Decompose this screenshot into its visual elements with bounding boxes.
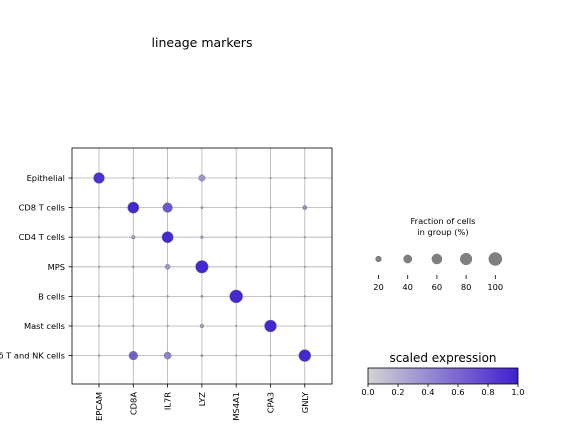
dot-cd8a-row0 <box>132 176 135 180</box>
size-legend-label: 20 <box>373 282 384 292</box>
dot-ms4a1-row5 <box>235 324 238 328</box>
dot-gnly-row4 <box>303 295 306 298</box>
chart-title: lineage markers <box>152 35 253 50</box>
x-tick-label: IL7R <box>163 392 173 410</box>
dot-cd8a-row4 <box>132 295 135 298</box>
dot-cpa3-row1 <box>269 206 272 209</box>
dot-il7r-row0 <box>166 176 169 180</box>
colorbar-tick-label: 0.2 <box>391 387 404 397</box>
x-tick-label: GNLY <box>300 391 310 413</box>
dot-il7r-row5 <box>166 324 169 328</box>
dot-cpa3-row6 <box>269 354 272 357</box>
dot-il7r-row6 <box>163 351 172 360</box>
dot-ms4a1-row6 <box>235 354 238 357</box>
dot-epcam-row1 <box>97 206 101 209</box>
colorbar-tick-label: 1.0 <box>511 387 524 397</box>
size-legend-dot <box>460 252 473 266</box>
dot-epcam-row0 <box>93 172 105 184</box>
dot-cd8a-row6 <box>128 350 138 361</box>
dot-cd8a-row5 <box>132 324 135 328</box>
colorbar-tick-label: 0.4 <box>421 387 434 397</box>
y-tick-label: CD4 T cells <box>19 232 65 242</box>
colorbar-tick-label: 0.8 <box>481 387 494 397</box>
dot-il7r-row1 <box>162 202 173 213</box>
y-tick-label: CD8 T cells <box>19 203 65 213</box>
dotplot-area: Epithelial CD8 T cells CD4 T cells MPS B cel… <box>0 147 333 421</box>
colorbar-gradient <box>367 367 519 385</box>
dot-il7r-row3 <box>164 264 171 270</box>
size-legend-title: in group (%) <box>417 227 468 237</box>
dot-cpa3-row5 <box>264 319 277 333</box>
y-tick-label: Epithelial <box>27 173 65 183</box>
dot-cd8a-row3 <box>132 265 135 268</box>
dot-ms4a1-row0 <box>235 176 238 180</box>
dot-il7r-row4 <box>166 295 169 298</box>
dot-gnly-row3 <box>303 265 306 268</box>
x-tick-label: LYZ <box>197 392 207 407</box>
dot-epcam-row4 <box>97 295 101 298</box>
y-tick-label: B cells <box>38 291 65 301</box>
dot-epcam-row3 <box>97 265 101 268</box>
size-legend-label: 100 <box>487 282 503 292</box>
x-tick-label: MS4A1 <box>231 392 241 421</box>
size-legend-dot <box>431 253 443 265</box>
dot-lyz-row2 <box>200 235 204 239</box>
x-tick-label: CPA3 <box>266 392 276 413</box>
dot-lyz-row4 <box>200 295 204 298</box>
size-legend-label: 60 <box>432 282 443 292</box>
dot-cpa3-row2 <box>269 236 272 239</box>
y-tick-label: MPS <box>48 262 65 272</box>
colorbar-tick-label: 0.0 <box>361 387 374 397</box>
x-tick-label: CD8A <box>128 392 138 415</box>
dot-gnly-row1 <box>302 205 308 210</box>
dot-il7r-row2 <box>161 231 174 244</box>
dot-cpa3-row3 <box>269 265 272 268</box>
y-tick-label: γδ T and NK cells <box>0 351 65 361</box>
dot-epcam-row6 <box>97 354 101 357</box>
colorbar-tick-label: 0.6 <box>451 387 464 397</box>
dot-lyz-row0 <box>198 174 206 182</box>
dot-cd8a-row2 <box>131 235 136 240</box>
dot-ms4a1-row4 <box>229 289 243 304</box>
dot-ms4a1-row1 <box>235 206 238 209</box>
dot-ms4a1-row2 <box>235 236 238 239</box>
dot-epcam-row5 <box>97 324 101 328</box>
dot-cpa3-row4 <box>269 295 272 298</box>
dot-gnly-row5 <box>303 324 306 328</box>
dot-ms4a1-row3 <box>235 265 238 268</box>
size-legend-dot <box>375 255 382 263</box>
dot-epcam-row2 <box>97 236 101 239</box>
size-legend-label: 80 <box>461 282 472 292</box>
dot-lyz-row5 <box>199 323 204 329</box>
colorbar-title: scaled expression <box>389 351 496 365</box>
dot-gnly-row0 <box>303 176 306 180</box>
size-legend-dot <box>488 252 503 266</box>
dot-lyz-row6 <box>200 354 204 357</box>
y-tick-label: Mast cells <box>24 321 65 331</box>
dot-lyz-row3 <box>195 260 209 274</box>
dot-cpa3-row0 <box>269 176 272 180</box>
size-legend-dot <box>403 254 413 264</box>
size-legend-label: 40 <box>402 282 413 292</box>
colorbar-legend: scaled expression 0.0 0.2 0.4 0.6 0.8 1.0 <box>361 351 524 397</box>
dot-gnly-row2 <box>303 236 306 239</box>
size-legend-title: Fraction of cells <box>411 216 476 226</box>
dot-lyz-row1 <box>200 206 204 209</box>
x-tick-label: EPCAM <box>94 392 104 421</box>
dot-cd8a-row1 <box>127 201 140 214</box>
dot-gnly-row6 <box>298 349 312 362</box>
